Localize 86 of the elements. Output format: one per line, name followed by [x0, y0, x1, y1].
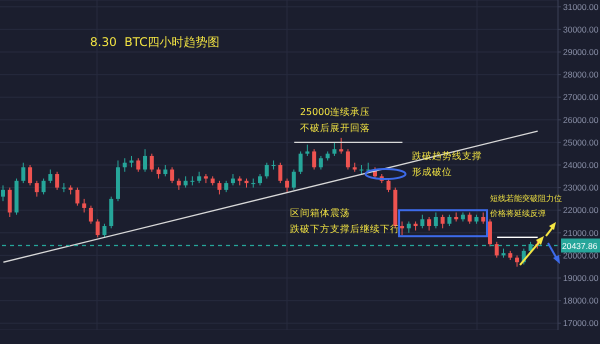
candlestick — [468, 212, 472, 224]
candlestick — [8, 187, 12, 218]
annotation: 区间箱体震荡 — [290, 208, 350, 220]
candlestick — [326, 150, 330, 161]
candlestick — [312, 148, 316, 170]
candlestick — [258, 174, 262, 186]
candlestick — [272, 160, 276, 170]
candlestick — [68, 184, 73, 195]
annotation: 价格将延续反弹 — [490, 208, 546, 220]
candlestick — [251, 178, 256, 188]
y-tick-label: 31000.00 — [563, 2, 599, 12]
y-tick-label: 18000.00 — [563, 296, 599, 306]
candlestick — [230, 174, 235, 186]
candlestick — [278, 162, 282, 184]
y-tick-label: 17000.00 — [563, 318, 599, 328]
y-tick-label: 23000.00 — [563, 182, 599, 193]
candlestick — [136, 158, 140, 172]
annotation: 不破后展开回落 — [300, 123, 370, 135]
candlestick — [488, 218, 492, 247]
candlestick — [88, 205, 93, 224]
candlestick — [285, 178, 290, 193]
candlestick — [339, 137, 344, 154]
candlestick — [170, 166, 174, 184]
candlestick — [163, 164, 168, 177]
candlestick — [318, 155, 323, 170]
candlestick — [474, 214, 478, 224]
candlestick — [332, 142, 336, 156]
y-tick-label: 22000.00 — [563, 205, 599, 216]
ref-line-label: 20437.86 — [562, 241, 598, 252]
candlestick — [447, 214, 452, 227]
y-tick-label: 30000.00 — [563, 24, 599, 34]
candlestick — [28, 164, 32, 186]
candlestick — [434, 212, 438, 229]
candlestick — [460, 212, 465, 222]
candlestick — [190, 176, 194, 186]
y-tick-label: 24000.00 — [563, 160, 599, 170]
candlestick — [224, 180, 228, 193]
candlestick — [238, 176, 242, 186]
candlestick — [502, 248, 506, 258]
candlestick — [156, 166, 161, 180]
candlestick — [34, 180, 39, 198]
candlestick — [427, 216, 432, 232]
candlestick — [176, 178, 181, 190]
candlestick — [359, 164, 364, 175]
candlestick — [55, 171, 60, 190]
y-tick-label: 19000.00 — [563, 273, 599, 284]
candlestick — [292, 169, 296, 190]
candlestick — [143, 148, 148, 172]
candlestick — [82, 198, 86, 213]
candlestick — [184, 176, 188, 188]
candlestick — [440, 214, 445, 229]
candlestick — [400, 221, 404, 236]
candlestick — [1, 184, 5, 202]
candlestick — [102, 223, 106, 238]
y-tick-label: 20000.00 — [563, 250, 599, 260]
candlestick — [264, 162, 269, 180]
candlestick — [420, 214, 424, 229]
annotation: 形成破位 — [412, 167, 452, 179]
y-tick-label: 27000.00 — [563, 92, 599, 102]
candlestick — [494, 241, 499, 258]
y-tick-label: 29000.00 — [563, 47, 599, 58]
candlestick — [508, 250, 512, 260]
candlestick — [217, 180, 222, 195]
annotation: 25000连续承压 — [300, 107, 370, 119]
candlestick — [406, 221, 411, 234]
y-tick-label: 25000.00 — [563, 137, 599, 148]
candlestick — [481, 212, 486, 224]
candlestick — [197, 171, 202, 184]
candlestick — [75, 187, 80, 206]
candlestick — [62, 182, 66, 193]
candlestick — [150, 153, 154, 172]
text: 8.30 BTC四小时趋势图 — [90, 34, 220, 51]
candlestick — [48, 169, 52, 184]
annotation: 短线若能突破阻力位 — [490, 193, 562, 205]
y-tick-label: 28000.00 — [563, 70, 599, 80]
candlestick — [298, 150, 303, 175]
candlestick — [210, 176, 215, 186]
candlestick — [122, 158, 127, 172]
y-tick-label: 26000.00 — [563, 114, 599, 125]
candlestick — [346, 148, 350, 170]
candlestick — [515, 254, 520, 268]
candlestick — [96, 218, 100, 238]
candlestick — [21, 162, 26, 184]
candlestick — [386, 178, 391, 193]
y-tick-label: 21000.00 — [563, 228, 599, 238]
candlestick — [42, 178, 46, 195]
